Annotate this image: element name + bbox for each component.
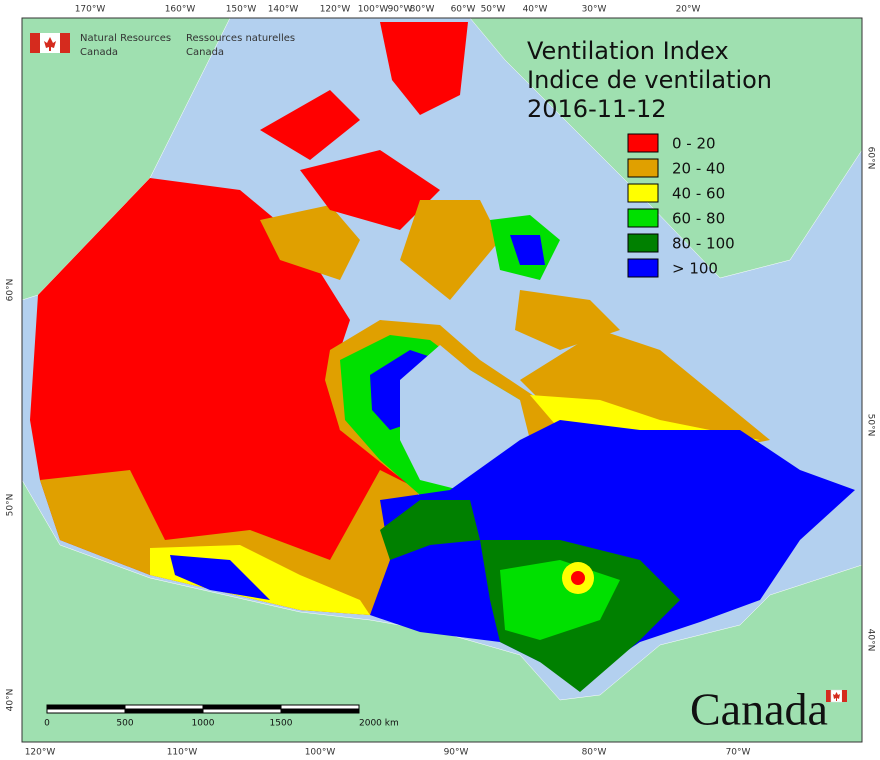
agency-fr: Canada xyxy=(186,47,224,58)
legend-swatch xyxy=(627,208,659,228)
graticule-label: 30°W xyxy=(582,5,607,15)
zone-20-40 xyxy=(400,200,500,300)
title: Indice de ventilation xyxy=(527,66,772,94)
zone-20-40 xyxy=(40,470,420,615)
scale-label: 2000 km xyxy=(359,719,399,729)
zone-0-20 xyxy=(300,150,440,230)
date: 2016-11-12 xyxy=(527,95,666,123)
zone-gt100 xyxy=(370,420,855,682)
graticule-label: 170°W xyxy=(75,5,106,15)
graticule-label: 40°N xyxy=(866,629,876,652)
agency-fr: Ressources naturelles xyxy=(186,33,295,44)
legend-swatch xyxy=(627,133,659,153)
graticule-label: 50°N xyxy=(6,494,16,517)
agency-en: Natural Resources xyxy=(80,33,171,44)
legend-label: 20 - 40 xyxy=(672,160,725,178)
zone-gt100 xyxy=(510,235,545,265)
zone-0-20 xyxy=(380,22,468,115)
graticule-label: 80°W xyxy=(410,5,435,15)
graticule-label: 80°W xyxy=(582,748,607,758)
graticule-label: 40°W xyxy=(523,5,548,15)
graticule-label: 60°W xyxy=(451,5,476,15)
graticule-label: 90°W xyxy=(388,5,413,15)
title: Ventilation Index xyxy=(527,37,729,65)
graticule-label: 100°W xyxy=(358,5,389,15)
graticule-label: 160°W xyxy=(165,5,196,15)
graticule-label: 110°W xyxy=(167,748,198,758)
legend: 0 - 20 20 - 40 40 - 60 60 - 80 80 - 100 > 100 xyxy=(627,133,735,278)
graticule-label: 140°W xyxy=(268,5,299,15)
nrcan-flag xyxy=(30,33,70,53)
graticule-label: 150°W xyxy=(226,5,257,15)
map-frame xyxy=(21,17,863,743)
zone-0-20 xyxy=(571,571,585,585)
graticule-label: 60°N xyxy=(6,279,16,302)
zone-80-100 xyxy=(380,500,480,560)
graticule-label: 70°W xyxy=(726,748,751,758)
scale-label: 0 xyxy=(44,719,50,729)
graticule-label: 100°W xyxy=(305,748,336,758)
legend-swatch xyxy=(627,158,659,178)
legend-label: 80 - 100 xyxy=(672,235,735,253)
scale-label: 1000 xyxy=(192,719,215,729)
zone-0-20 xyxy=(260,90,360,160)
ventilation-zones xyxy=(30,22,855,692)
graticule-label: 40°N xyxy=(6,689,16,712)
graticule-label: 50°W xyxy=(481,5,506,15)
zone-20-40 xyxy=(260,205,360,280)
land-other xyxy=(21,17,863,743)
legend-swatch xyxy=(627,183,659,203)
scale-bar xyxy=(46,704,360,714)
scale-label: 1500 xyxy=(270,719,293,729)
zone-gt100 xyxy=(170,555,270,600)
legend-label: 40 - 60 xyxy=(672,185,725,203)
canada-flag xyxy=(826,689,847,703)
hudson-bay xyxy=(400,345,530,490)
graticule-label: 90°W xyxy=(444,748,469,758)
graticule-label: 50°N xyxy=(866,414,876,437)
agency-en: Canada xyxy=(80,47,118,58)
scale-label: 500 xyxy=(116,719,133,729)
legend-swatch xyxy=(627,258,659,278)
graticule-label: 20°W xyxy=(676,5,701,15)
legend-label: > 100 xyxy=(672,260,718,278)
graticule-label: 60°N xyxy=(866,147,876,170)
zone-20-40 xyxy=(515,290,620,350)
legend-label: 0 - 20 xyxy=(672,135,716,153)
legend-swatch xyxy=(627,233,659,253)
graticule-label: 120°W xyxy=(25,748,56,758)
legend-label: 60 - 80 xyxy=(672,210,725,228)
wordmark: Canada xyxy=(690,684,828,735)
graticule-label: 120°W xyxy=(320,5,351,15)
